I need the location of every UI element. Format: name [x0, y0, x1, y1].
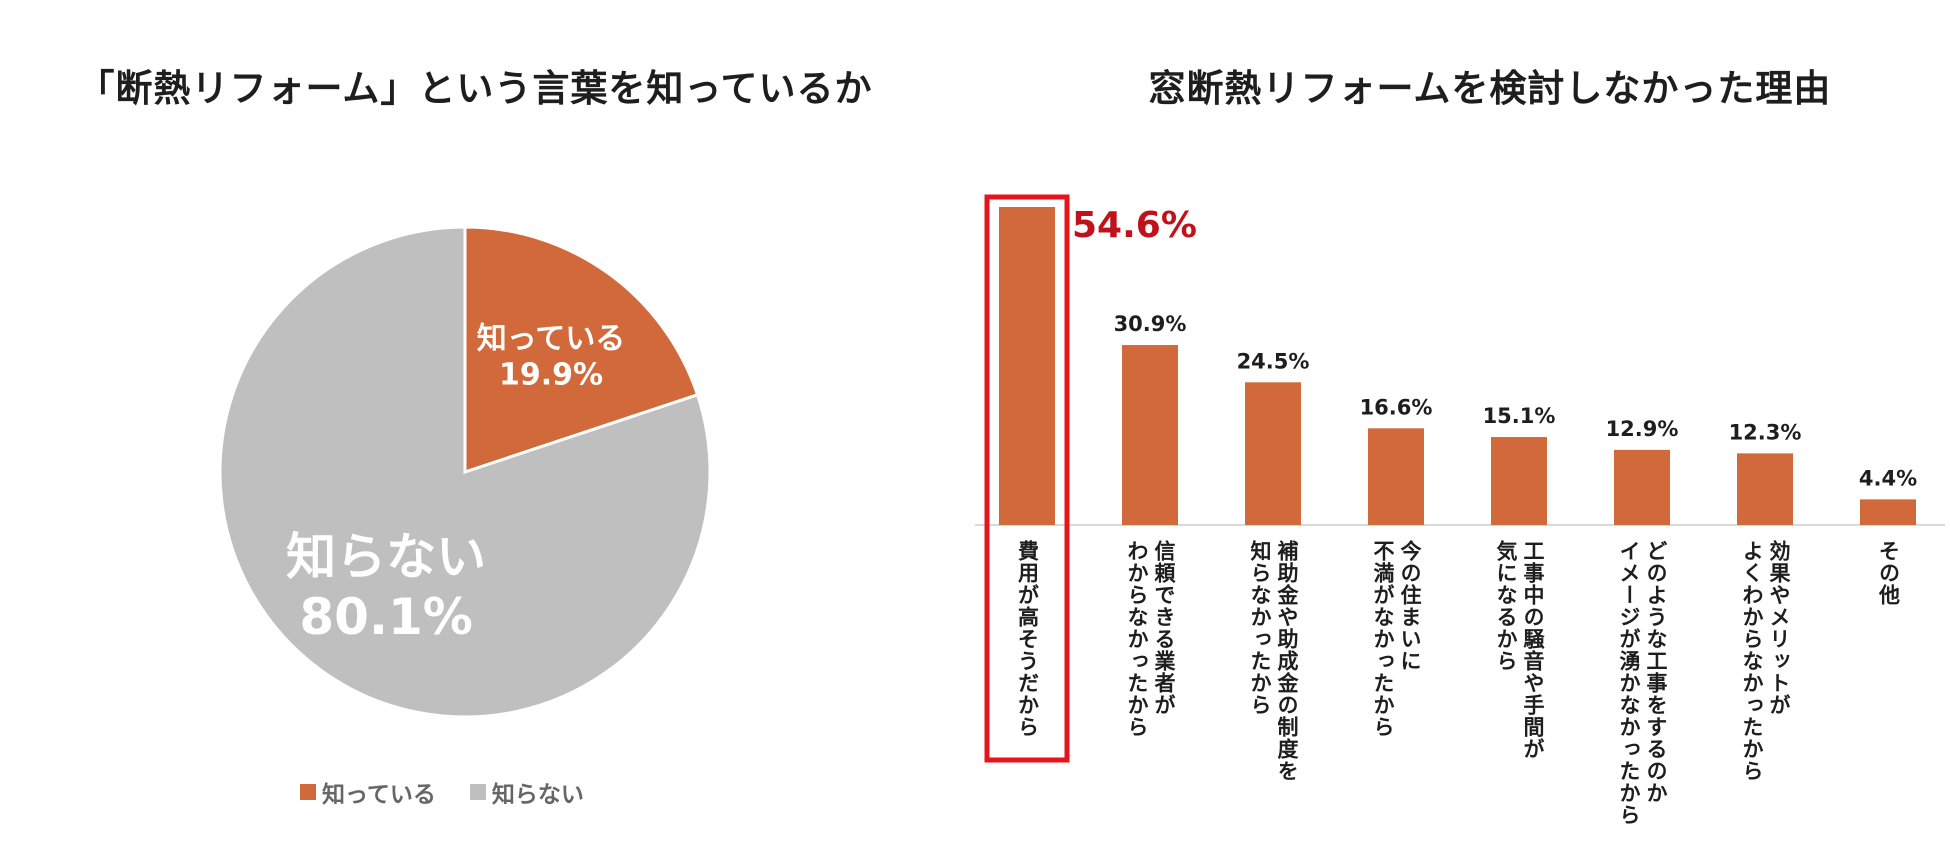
bar-value-label-7: 4.4%: [1859, 466, 1917, 490]
bar-category-label-6: 効果やメリットが よくわからなかったから: [1715, 540, 1815, 840]
pie-slice-1: [218, 225, 712, 719]
bar-value-label-4: 15.1%: [1483, 404, 1556, 428]
bar-4: [1491, 437, 1547, 525]
bar-2: [1245, 382, 1301, 525]
bar-5: [1614, 449, 1670, 525]
bar-category-line-4-0: 工事中の騒音や手間が: [1521, 540, 1545, 760]
bar-category-line-4-1: 気になるから: [1494, 540, 1518, 672]
legend-swatch-unknown: [469, 784, 486, 800]
bar-category-line-1-0: 信頼できる業者が: [1152, 540, 1176, 716]
bar-category-line-3-1: 不満がなかったから: [1371, 540, 1395, 738]
bar-chart-title: 窓断熱リフォームを検討しなかった理由: [1148, 67, 1832, 110]
bar-value-label-1: 30.9%: [1114, 312, 1187, 336]
pie-slice-label-1: 知らない: [286, 528, 486, 586]
bar-category-line-6-0: 効果やメリットが: [1767, 540, 1791, 716]
bar-value-label-0: 54.6%: [1072, 205, 1197, 246]
bar-value-label-6: 12.3%: [1729, 420, 1802, 444]
bar-1: [1122, 345, 1178, 525]
pie-chart-title: 「断熱リフォーム」という言葉を知っているか: [77, 67, 873, 110]
bar-value-label-5: 12.9%: [1606, 417, 1679, 441]
bar-7: [1860, 499, 1916, 525]
bar-category-label-0: 費用が高そうだから: [977, 540, 1077, 840]
bar-category-label-7: その他: [1838, 540, 1938, 840]
pie-slice-value-0: 19.9%: [499, 357, 603, 392]
bar-category-label-2: 補助金や助成金の制度を 知らなかったから: [1223, 540, 1323, 840]
bar-category-line-2-1: 知らなかったから: [1248, 540, 1272, 716]
bar-category-line-7-0: その他: [1876, 540, 1901, 606]
bar-category-label-4: 工事中の騒音や手間が 気になるから: [1469, 540, 1569, 840]
bar-category-line-6-1: よくわからなかったから: [1740, 540, 1764, 782]
legend-item-known: 知っている: [300, 775, 436, 809]
bar-category-line-5-1: イメージが湧かなかったから: [1617, 540, 1641, 826]
bar-3: [1368, 428, 1424, 525]
bar-0: [999, 207, 1055, 525]
bar-6: [1737, 453, 1793, 525]
legend-item-unknown: 知らない: [469, 775, 584, 809]
pie-legend: 知っている 知らない: [300, 775, 630, 809]
pie-slice-0: [463, 225, 700, 475]
bar-category-line-2-0: 補助金や助成金の制度を: [1275, 540, 1299, 782]
bar-category-label-5: どのような工事をするのか イメージが湧かなかったから: [1592, 540, 1692, 840]
bar-value-label-2: 24.5%: [1237, 349, 1310, 373]
bar-category-line-3-0: 今の住まいに: [1398, 540, 1422, 672]
pie-slice-value-1: 80.1%: [299, 588, 472, 646]
bar-value-label-3: 16.6%: [1360, 395, 1433, 419]
pie-slice-label-0: 知っている: [477, 321, 626, 356]
legend-swatch-known: [300, 784, 316, 800]
highlight-frame: [984, 194, 1070, 763]
bar-category-line-5-0: どのような工事をするのか: [1644, 540, 1668, 804]
bar-category-line-0-0: 費用が高そうだから: [1015, 540, 1040, 738]
bar-category-label-3: 今の住まいに 不満がなかったから: [1346, 540, 1446, 840]
legend-label-unknown: 知らない: [491, 782, 584, 808]
bar-category-line-1-1: わからなかったから: [1125, 540, 1149, 738]
legend-label-known: 知っている: [322, 782, 436, 808]
bar-category-label-1: 信頼できる業者が わからなかったから: [1100, 540, 1200, 840]
